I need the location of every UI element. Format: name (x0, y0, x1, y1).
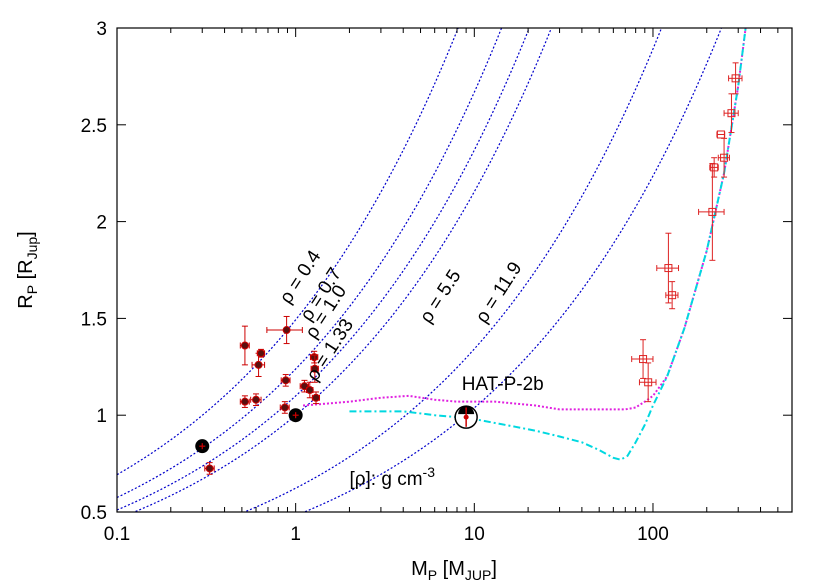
low-mass-star-point (731, 74, 740, 83)
cyan-model-curve (349, 28, 747, 461)
x-axis-label: MP [MJUP] (411, 558, 497, 581)
y-tick-label: 1.5 (81, 309, 107, 330)
density-curve (117, 28, 459, 476)
x-tick-label: 10 (464, 524, 485, 545)
low-mass-star-point (668, 291, 677, 300)
y-tick-label: 2 (96, 213, 107, 234)
density-curve (302, 28, 723, 512)
density-curve (132, 28, 553, 512)
magenta-model-curve (302, 28, 747, 411)
x-tick-label: 100 (637, 524, 669, 545)
planet-point (257, 349, 266, 358)
low-mass-star-point (639, 355, 648, 364)
low-mass-star-point (664, 264, 673, 273)
density-units-label: [ρ]: g cm-3 (349, 464, 435, 490)
y-tick-label: 3 (96, 19, 107, 40)
y-tick-label: 0.5 (81, 503, 107, 524)
y-axis-label: RP [RJup] (15, 231, 40, 309)
planet-point (305, 386, 314, 395)
density-curve (117, 28, 503, 499)
density-curve (242, 28, 663, 512)
planet-point (240, 397, 249, 406)
density-curve (117, 28, 530, 511)
low-mass-star-point (644, 378, 653, 387)
low-mass-star-point (708, 207, 717, 216)
x-tick-label: 0.1 (104, 524, 130, 545)
data-points (195, 62, 743, 475)
y-tick-label: 1 (96, 406, 107, 427)
x-tick-label: 1 (290, 524, 301, 545)
low-mass-star-point (716, 130, 725, 139)
model-curves (117, 28, 747, 512)
low-mass-star-point (727, 109, 736, 118)
planet-point (312, 393, 321, 402)
planet-point (252, 395, 261, 404)
low-mass-star-point (720, 153, 729, 162)
axis-ticks: 0.1 1 10 100 0.5 1 1.5 2 2.5 3 (81, 19, 793, 545)
hat-p-2b-point (463, 414, 469, 420)
planet-point (310, 364, 319, 373)
y-tick-label: 2.5 (81, 116, 107, 137)
plot-frame (116, 27, 793, 513)
planet-point (254, 360, 263, 369)
planet-point (280, 403, 289, 412)
planet-point (281, 376, 290, 385)
planet-point (240, 341, 249, 350)
planet-point (205, 464, 214, 473)
hat-p-2b-label: HAT-P-2b (462, 374, 544, 395)
planet-point (282, 326, 291, 335)
